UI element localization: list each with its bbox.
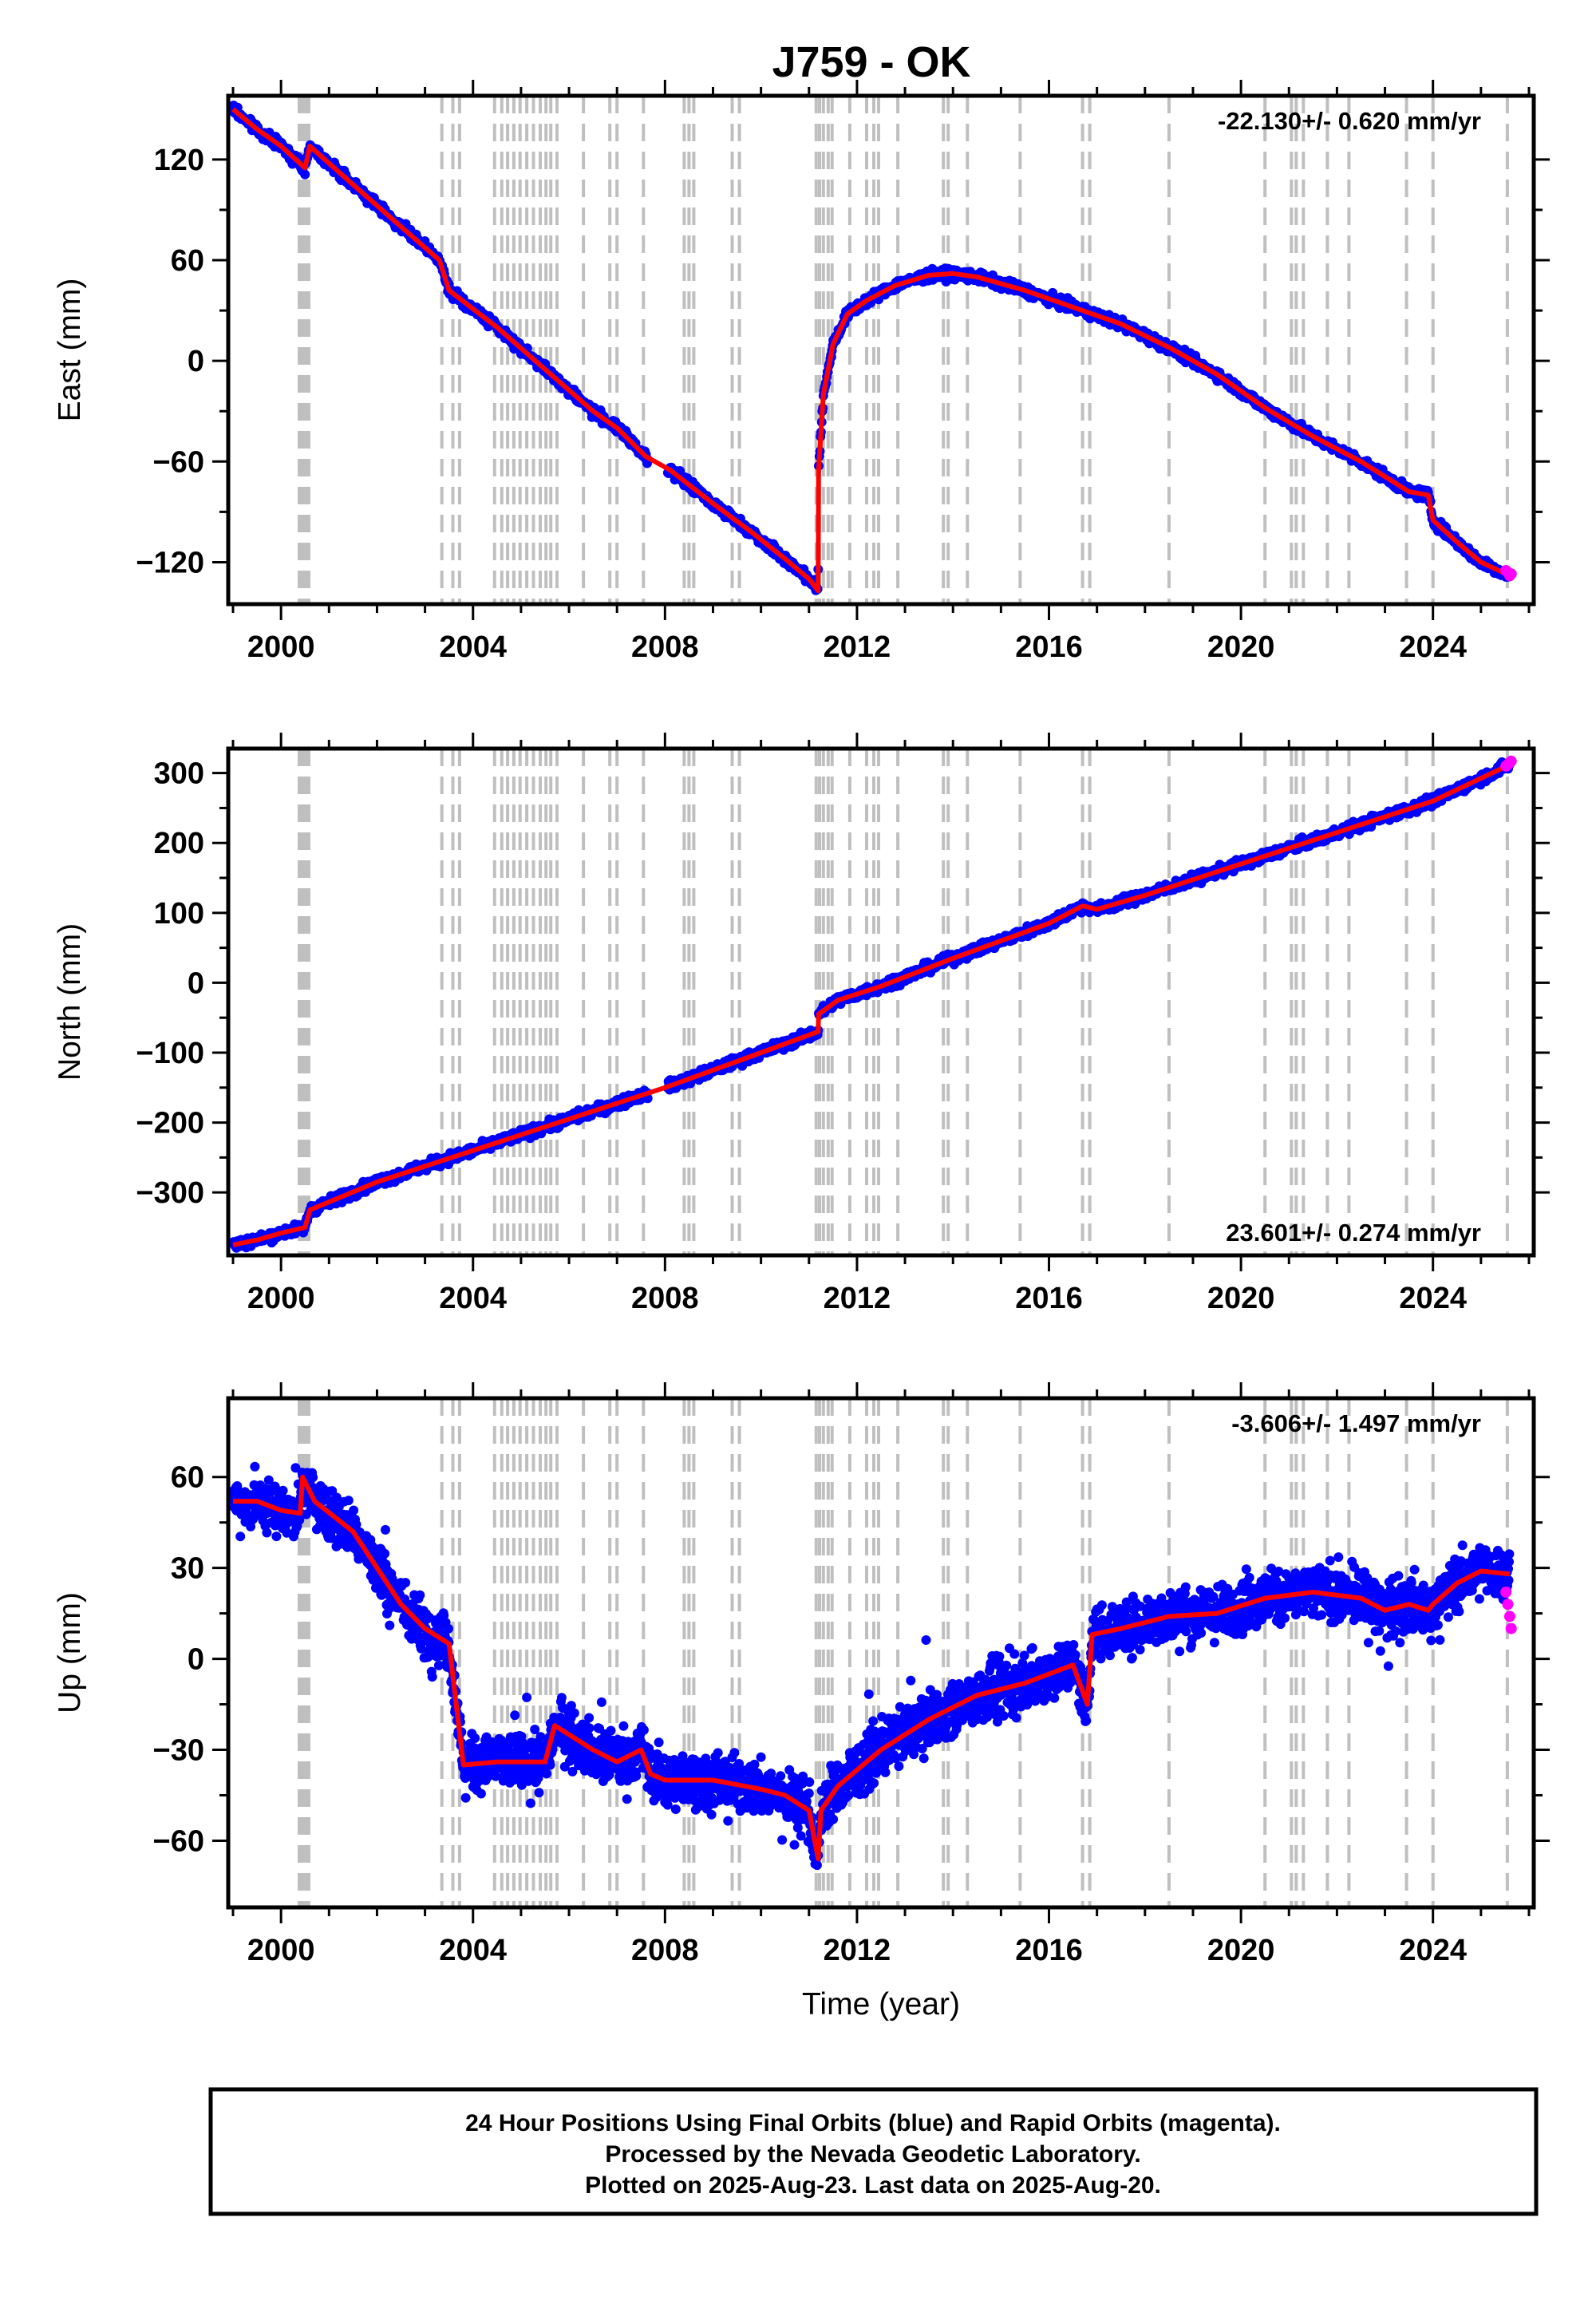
x-tick-label: 2020 xyxy=(1207,1282,1275,1315)
y-tick-label: 120 xyxy=(154,144,204,177)
x-tick-label: 2012 xyxy=(824,630,891,664)
rapid-orbit-point xyxy=(1505,755,1517,767)
final-orbit-point xyxy=(271,1531,282,1542)
y-axis-label: North (mm) xyxy=(53,923,87,1081)
x-axis: 2000 2004 2008 2012 2016 2020 2024 xyxy=(231,80,1531,664)
final-orbit-points xyxy=(228,101,1515,595)
velocity-label: -22.130+/- 0.620 mm/yr xyxy=(1218,107,1481,135)
y-tick-label: −200 xyxy=(136,1107,204,1140)
panel-north: 2000 2004 2008 2012 2016 2020 2024−300−200−100… xyxy=(53,733,1550,1315)
y-tick-label: −60 xyxy=(153,445,204,479)
model-line xyxy=(231,107,1511,594)
final-orbit-point xyxy=(278,1485,288,1496)
y-tick-label: 0 xyxy=(188,345,204,378)
x-tick-label: 2020 xyxy=(1207,630,1275,664)
y-tick-label: 100 xyxy=(154,897,204,931)
x-tick-label: 2000 xyxy=(247,630,315,664)
y-axis: −300 −200 −100 0 100 200 300 xyxy=(136,757,1550,1210)
rapid-orbit-points xyxy=(1500,565,1517,582)
x-tick-label: 2016 xyxy=(1015,1282,1083,1315)
rapid-orbit-point xyxy=(1505,568,1517,580)
final-orbit-point xyxy=(235,1531,246,1542)
plot-frame xyxy=(226,746,1536,1258)
final-orbit-point xyxy=(246,1521,256,1531)
plot-frame xyxy=(226,93,1536,607)
final-orbit-point xyxy=(250,1461,260,1472)
x-tick-label: 2004 xyxy=(439,1282,507,1315)
y-tick-label: −100 xyxy=(136,1037,204,1070)
x-axis: 2000 2004 2008 2012 2016 2020 2024 xyxy=(231,733,1531,1315)
velocity-label: 23.601+/- 0.274 mm/yr xyxy=(1226,1219,1481,1247)
x-tick-label: 2008 xyxy=(631,630,699,664)
x-tick-label: 2016 xyxy=(1015,630,1083,664)
y-axis: −120 −60 0 60 120 xyxy=(136,144,1550,579)
y-tick-label: 60 xyxy=(171,244,204,278)
x-tick-label: 2000 xyxy=(247,1282,315,1315)
event-lines xyxy=(298,1398,1509,1907)
y-tick-label: 300 xyxy=(154,757,204,791)
x-tick-label: 2008 xyxy=(631,1282,699,1315)
y-tick-label: −300 xyxy=(136,1176,204,1210)
event-lines xyxy=(298,749,1509,1255)
x-tick-label: 2004 xyxy=(439,630,507,664)
x-tick-label: 2024 xyxy=(1399,1282,1467,1315)
event-lines xyxy=(298,96,1509,604)
panel-up: 2000 2004 2008 2012 2016 2020 2024−60−3003060U… xyxy=(53,1382,1550,2022)
y-tick-label: 0 xyxy=(188,966,204,1000)
final-orbit-point xyxy=(308,1472,318,1483)
x-tick-label: 2012 xyxy=(824,1282,891,1315)
y-axis-label: East (mm) xyxy=(53,279,87,422)
model-line xyxy=(232,762,1511,1247)
y-tick-label: 200 xyxy=(154,827,204,860)
final-orbit-point xyxy=(300,169,310,180)
y-tick-label: −120 xyxy=(136,546,204,579)
x-tick-label: 2024 xyxy=(1399,630,1467,664)
final-orbit-point xyxy=(294,1515,305,1525)
final-orbit-points xyxy=(228,757,1515,1253)
figure-title: J759 - OK xyxy=(772,38,970,86)
final-orbit-point xyxy=(263,1475,274,1485)
rapid-orbit-points xyxy=(1500,755,1517,772)
final-orbit-points xyxy=(228,1461,1515,1871)
final-orbit-point xyxy=(262,1528,272,1538)
panel-east: 2000 2004 2008 2012 2016 2020 2024 −120 −60 0 60 12… xyxy=(53,80,1550,664)
